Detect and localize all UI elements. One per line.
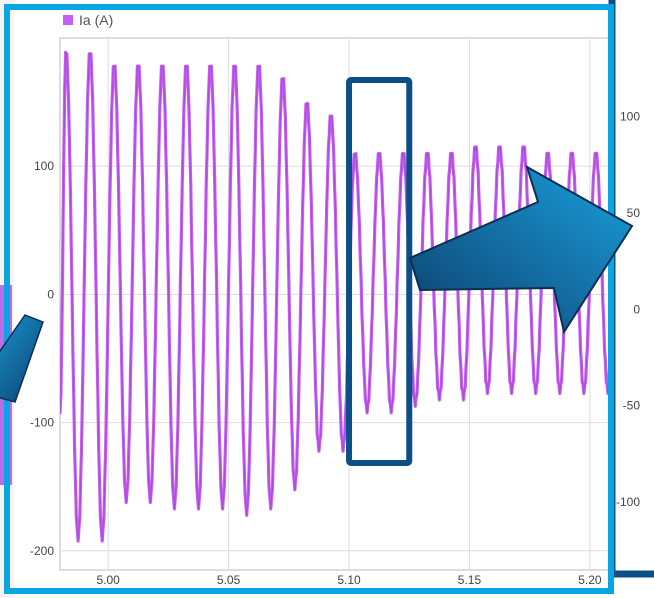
legend[interactable]: Ia (A)	[63, 12, 113, 28]
x-tick-label: 5.15	[458, 573, 482, 587]
zoom-panel: 100 50 0 -50 -100	[608, 0, 654, 578]
x-tick-label: 5.00	[96, 573, 120, 587]
zoom-panel-y-tick-label: -50	[623, 399, 641, 413]
highlight-box	[346, 77, 413, 466]
zoom-panel-y-tick-label: 0	[633, 302, 640, 316]
zoom-panel-y-ticks: 100 50 0 -50 -100	[616, 109, 640, 509]
series-line-ia-highlight	[60, 51, 614, 542]
x-tick-label: 5.20	[578, 573, 602, 587]
main-chart: 100 0 -100 -200 5.00 5.05 5.10 5.15 5.20	[30, 37, 615, 587]
y-tick-label: -100	[30, 416, 54, 430]
y-tick-label: 100	[34, 159, 54, 173]
zoom-panel-y-tick-label: 50	[627, 206, 641, 220]
zoom-panel-y-tick-label: -100	[616, 495, 640, 509]
y-tick-label: -200	[30, 544, 54, 558]
x-tick-label: 5.05	[217, 573, 241, 587]
y-tick-label: 0	[47, 287, 54, 301]
legend-label: Ia (A)	[79, 12, 113, 28]
x-tick-label: 5.10	[337, 573, 361, 587]
zoom-panel-y-tick-label: 100	[620, 109, 640, 123]
arrow-left	[0, 314, 44, 403]
legend-swatch	[63, 15, 73, 25]
x-axis-ticks: 5.00 5.05 5.10 5.15 5.20	[96, 573, 601, 587]
y-axis-ticks: 100 0 -100 -200	[30, 159, 54, 558]
highlight-frame	[4, 4, 614, 594]
arrow-right[interactable]	[408, 164, 634, 335]
